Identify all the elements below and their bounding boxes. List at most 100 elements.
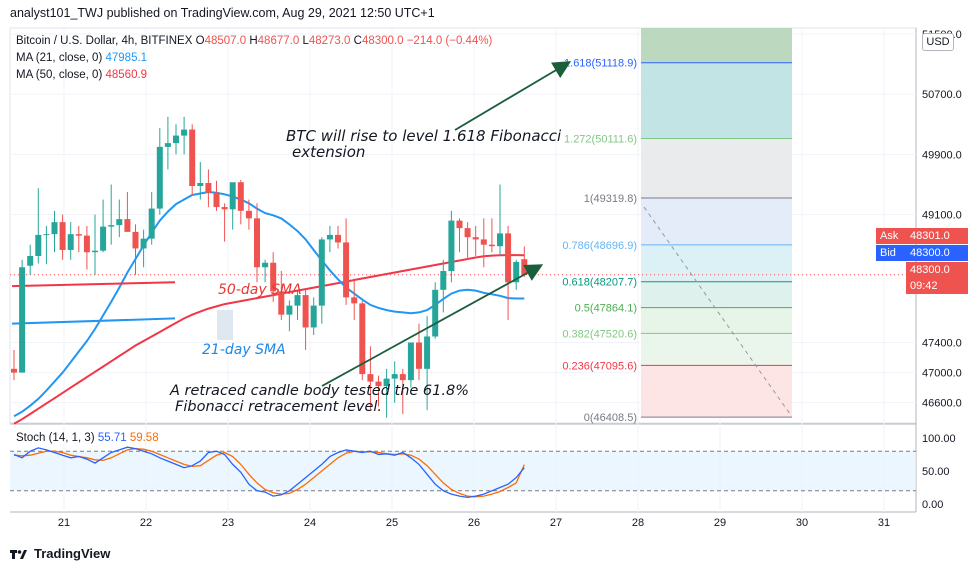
candle-body [407,342,414,381]
candle-body [148,208,155,239]
fib-zone [641,365,792,418]
fib-level-label: 0.786(48696.9) [562,240,637,252]
candle-body [43,234,50,236]
price-tick-label: 46600.0 [922,398,962,410]
candle-body [335,234,341,243]
ma21-line [13,190,525,418]
time-tick-label: 30 [796,517,808,529]
fib-zone [641,198,792,245]
candle-body [116,219,123,226]
candle-body [59,222,66,250]
fib-level-label: 0.236(47095.6) [562,360,637,372]
candle-body [286,305,293,315]
time-tick-label: 28 [632,517,644,529]
retrace-arrow [321,264,544,387]
candle-body [448,220,455,272]
candle-body [11,368,17,373]
ask-label: Ask [876,228,906,244]
candle-body [213,192,220,208]
candle-body [318,239,325,306]
fib-level-label: 0.5(47864.1) [575,303,637,315]
candle-body [237,182,244,211]
fib-level-label: 1.272(50111.6) [564,133,637,145]
candle-body [399,374,406,381]
ohlc-open-label: O [195,35,205,47]
candle-body [27,255,34,266]
candle-body [51,222,58,235]
candle-body [416,342,422,369]
footer-brand: TradingView [34,546,111,561]
candle-body [302,295,309,328]
chart-legend: Bitcoin / U.S. Dollar, 4h, BITFINEX O485… [16,33,492,84]
fib-zone [641,307,792,334]
candle-body [173,135,179,144]
fib-zone [641,244,792,282]
candle-body [124,219,131,232]
ma21-legend-label[interactable]: MA (21, close, 0) [16,52,103,64]
candle-body [472,237,479,240]
candle-body [464,228,471,238]
fib-trend-line [643,206,791,415]
candle-body [19,267,26,373]
note-marker [217,310,233,340]
candle-body [294,295,301,306]
price-tick-label: 49100.0 [922,210,962,222]
bar-countdown: 09:42 [906,278,968,294]
candle-body [391,374,398,379]
stoch-legend: Stoch (14, 1, 3) 55.71 59.58 [16,432,159,444]
candle-body [164,143,171,147]
stoch-d-value: 59.58 [129,432,159,444]
candle-body [488,244,495,247]
fib-level-label: 0(46408.5) [584,412,637,424]
time-tick-label: 21 [58,517,70,529]
candle-body [140,238,147,249]
retrace-annotation-line2: Fibonacci retracement level. [175,399,383,415]
stoch-tick-label: 50.00 [922,466,950,478]
candle-body [197,182,204,186]
candle-body [440,271,447,290]
candle-body [221,207,228,210]
stoch-k-line [13,446,525,499]
candle-body [67,234,74,250]
stoch-legend-label[interactable]: Stoch (14, 1, 3) [16,432,95,444]
currency-button[interactable]: USD [922,33,954,51]
candle-body [278,291,285,315]
fib-zone [641,62,792,139]
tradingview-footer[interactable]: TradingView [10,546,110,561]
candle-body [229,182,236,210]
stoch-tick-label: 0.00 [922,499,943,511]
stoch-band [10,451,916,491]
ohlc-high: 48677.0 [257,35,300,47]
candle-body [480,239,487,245]
candle-body [521,259,528,275]
ma50-legend-label[interactable]: MA (50, close, 0) [16,69,103,81]
sma50-annotation: 50-day SMA [218,282,302,298]
candle-body [456,220,463,229]
candle-body [262,262,269,268]
price-tick-label: 47000.0 [922,368,962,380]
symbol-label[interactable]: Bitcoin / U.S. Dollar, 4h, BITFINEX [16,35,193,47]
ohlc-low: 48273.0 [308,35,351,47]
candle-body [351,297,358,304]
fib-level-label: 1.618(51118.9) [564,58,637,70]
ma50-legend-value: 48560.9 [105,69,148,81]
candle-body [383,378,390,387]
ohlc-high-label: H [249,35,258,47]
fib-level-label: 1(49319.8) [584,193,637,205]
candle-body [367,374,374,382]
time-tick-label: 27 [550,517,562,529]
candle-body [326,234,333,240]
candle-body [424,336,431,369]
ohlc-close: 48300.0 [361,35,404,47]
candle-body [83,235,90,253]
ma21-legend-value: 47985.1 [105,52,148,64]
time-tick-label: 29 [714,517,726,529]
candle-body [505,233,512,283]
bid-label: Bid [876,245,906,261]
sma21-drawn-line [11,317,176,325]
fib-zone [641,281,792,308]
candle-body [245,210,252,219]
rise-annotation-line2: extension [292,143,366,161]
ohlc-open: 48507.0 [204,35,247,47]
